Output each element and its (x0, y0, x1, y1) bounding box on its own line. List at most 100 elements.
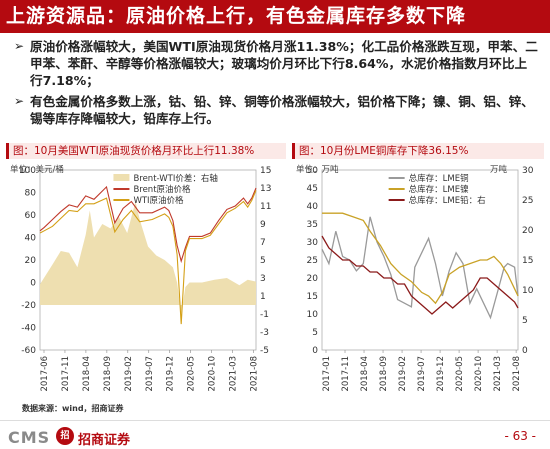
legend-label: Brent原油价格 (133, 184, 191, 195)
y2-tick-label: 15 (260, 166, 271, 176)
y-tick-label: 80 (25, 189, 37, 199)
y2-tick-label: -3 (260, 328, 269, 338)
y-tick-label: 15 (307, 292, 318, 302)
x-tick-label: 2019-12 (436, 356, 446, 392)
y-tick-label: 35 (307, 220, 318, 230)
x-tick-label: 2019-07 (145, 356, 155, 392)
y2-tick-label: -1 (260, 310, 269, 320)
x-tick-label: 2019-02 (398, 356, 408, 392)
x-tick-label: 2018-04 (82, 356, 92, 392)
y2-tick-label: 20 (522, 226, 534, 236)
y-tick-label: 45 (307, 184, 318, 194)
y-tick-label: -60 (21, 346, 36, 356)
y-tick-label: 20 (307, 274, 319, 284)
series-line (39, 185, 257, 264)
y2-tick-label: 11 (260, 202, 271, 212)
legend-label: 总库存：LME镍 (409, 184, 469, 195)
data-source-note: 数据来源：wind，招商证券 (22, 404, 124, 413)
y2-tick-label: 13 (260, 184, 271, 194)
x-tick-label: 2019-02 (124, 356, 134, 392)
bullet-arrow-icon: ➢ (14, 39, 25, 53)
bullet-item-metals: ➢ 有色金属价格多数上涨，钴、铅、锌、铜等价格涨幅较大，铝价格下降；镍、铜、铝、… (14, 93, 538, 127)
y2-tick-label: 15 (522, 256, 533, 266)
x-tick-label: 2018-09 (103, 356, 113, 392)
y-tick-label: -40 (21, 324, 36, 334)
x-tick-label: 2020-10 (208, 356, 218, 392)
y-tick-label: 0 (312, 346, 318, 356)
series-line (321, 216, 519, 320)
y2-tick-label: 1 (260, 292, 266, 302)
y-tick-label: 40 (307, 202, 319, 212)
x-tick-label: 2021-08 (250, 356, 260, 392)
series-area (40, 201, 256, 314)
legend-label: Brent-WTI价差：右轴 (133, 173, 217, 184)
oil-price-chart-panel: 图：10月美国WTI原油现货价格月环比上行11.38% 单位：美元/桶 100 80… (6, 143, 286, 402)
x-tick-label: 2020-10 (474, 356, 484, 392)
y2-tick-label: 10 (522, 286, 534, 296)
y-tick-label: -20 (21, 301, 36, 311)
plot-frame (321, 169, 519, 351)
y2-tick-label: 0 (522, 346, 528, 356)
y-tick-label: 50 (307, 166, 319, 176)
series-line (321, 235, 519, 315)
page-title: 上游资源品：原油价格上行，有色金属库存多数下降 (0, 0, 550, 33)
bullet-list: ➢ 原油价格涨幅较大，美国WTI原油现货价格月涨11.38%；化工品价格涨跌互现… (14, 38, 538, 131)
lme-inventory-chart: 单位：万吨 万吨504540353025201510503025201510502… (296, 164, 534, 392)
y-tick-label: 5 (312, 328, 318, 338)
bullet-arrow-icon: ➢ (14, 94, 25, 108)
bullet-item-oil: ➢ 原油价格涨幅较大，美国WTI原油现货价格月涨11.38%；化工品价格涨跌互现… (14, 38, 538, 89)
lme-inventory-chart-panel: 图：10月份LME铜库存下降36.15% 单位：万吨 万吨 50 45 40 35 30 25… (292, 143, 544, 402)
cms-logo: CMS (8, 428, 51, 447)
y-tick-label: 25 (307, 256, 318, 266)
y2-tick-label: 5 (260, 256, 266, 266)
oil-chart-title: 图：10月美国WTI原油现货价格月环比上行11.38% (6, 143, 286, 159)
y2-tick-label: 25 (522, 196, 533, 206)
bullet-text: 有色金属价格多数上涨，钴、铅、锌、铜等价格涨幅较大，铝价格下降；镍、铜、铝、锌、… (30, 94, 534, 126)
y2-tick-label: 30 (522, 166, 534, 176)
company-seal-icon: 招 (56, 427, 74, 445)
y2-tick-label: -5 (260, 346, 269, 356)
x-tick-label: 2018-04 (360, 356, 370, 392)
legend-label: WTI原油价格 (133, 195, 184, 206)
x-tick-label: 2017-11 (341, 356, 351, 392)
x-tick-label: 2017-11 (61, 356, 71, 392)
x-tick-label: 2019-12 (166, 356, 176, 392)
plot-frame (39, 169, 257, 351)
x-tick-label: 2017-06 (40, 356, 50, 392)
lme-chart-title: 图：10月份LME铜库存下降36.15% (292, 143, 544, 159)
x-tick-label: 2020-05 (187, 356, 197, 392)
x-tick-label: 2020-05 (455, 356, 465, 392)
legend-swatch (113, 174, 130, 181)
x-tick-label: 2018-09 (379, 356, 389, 392)
y-tick-label: 30 (307, 238, 319, 248)
y-tick-label: 20 (25, 256, 37, 266)
left-axis-unit: 单位：万吨 (296, 164, 339, 175)
legend-label: 总库存：LME铅：右 (409, 195, 486, 206)
y2-tick-label: 3 (260, 274, 266, 284)
legend-label: 总库存：LME铜 (409, 173, 469, 184)
x-tick-label: 2021-03 (229, 356, 239, 392)
y-tick-label: 10 (307, 310, 319, 320)
y2-tick-label: 7 (260, 238, 266, 248)
page-footer: CMS 招 招商证券 - 63 - (0, 420, 550, 449)
left-axis-unit: 单位：美元/桶 (10, 164, 64, 175)
series-line (39, 190, 257, 325)
y2-tick-label: 5 (522, 316, 528, 326)
company-name: 招商证券 (78, 433, 131, 448)
x-tick-label: 2021-08 (512, 356, 522, 392)
y-tick-label: 60 (25, 211, 37, 221)
series-line (322, 212, 519, 305)
y-tick-label: 40 (25, 234, 37, 244)
x-tick-label: 2017-01 (322, 356, 332, 392)
bullet-text: 原油价格涨幅较大，美国WTI原油现货价格月涨11.38%；化工品价格涨跌互现，甲… (30, 39, 538, 88)
page-number: - 63 - (504, 429, 536, 443)
right-axis-unit: 万吨 (490, 164, 508, 175)
x-tick-label: 2019-07 (417, 356, 427, 392)
x-tick-label: 2021-03 (493, 356, 503, 392)
y2-tick-label: 9 (260, 220, 266, 230)
y-tick-label: 0 (30, 279, 36, 289)
y-tick-label: 100 (19, 166, 36, 176)
